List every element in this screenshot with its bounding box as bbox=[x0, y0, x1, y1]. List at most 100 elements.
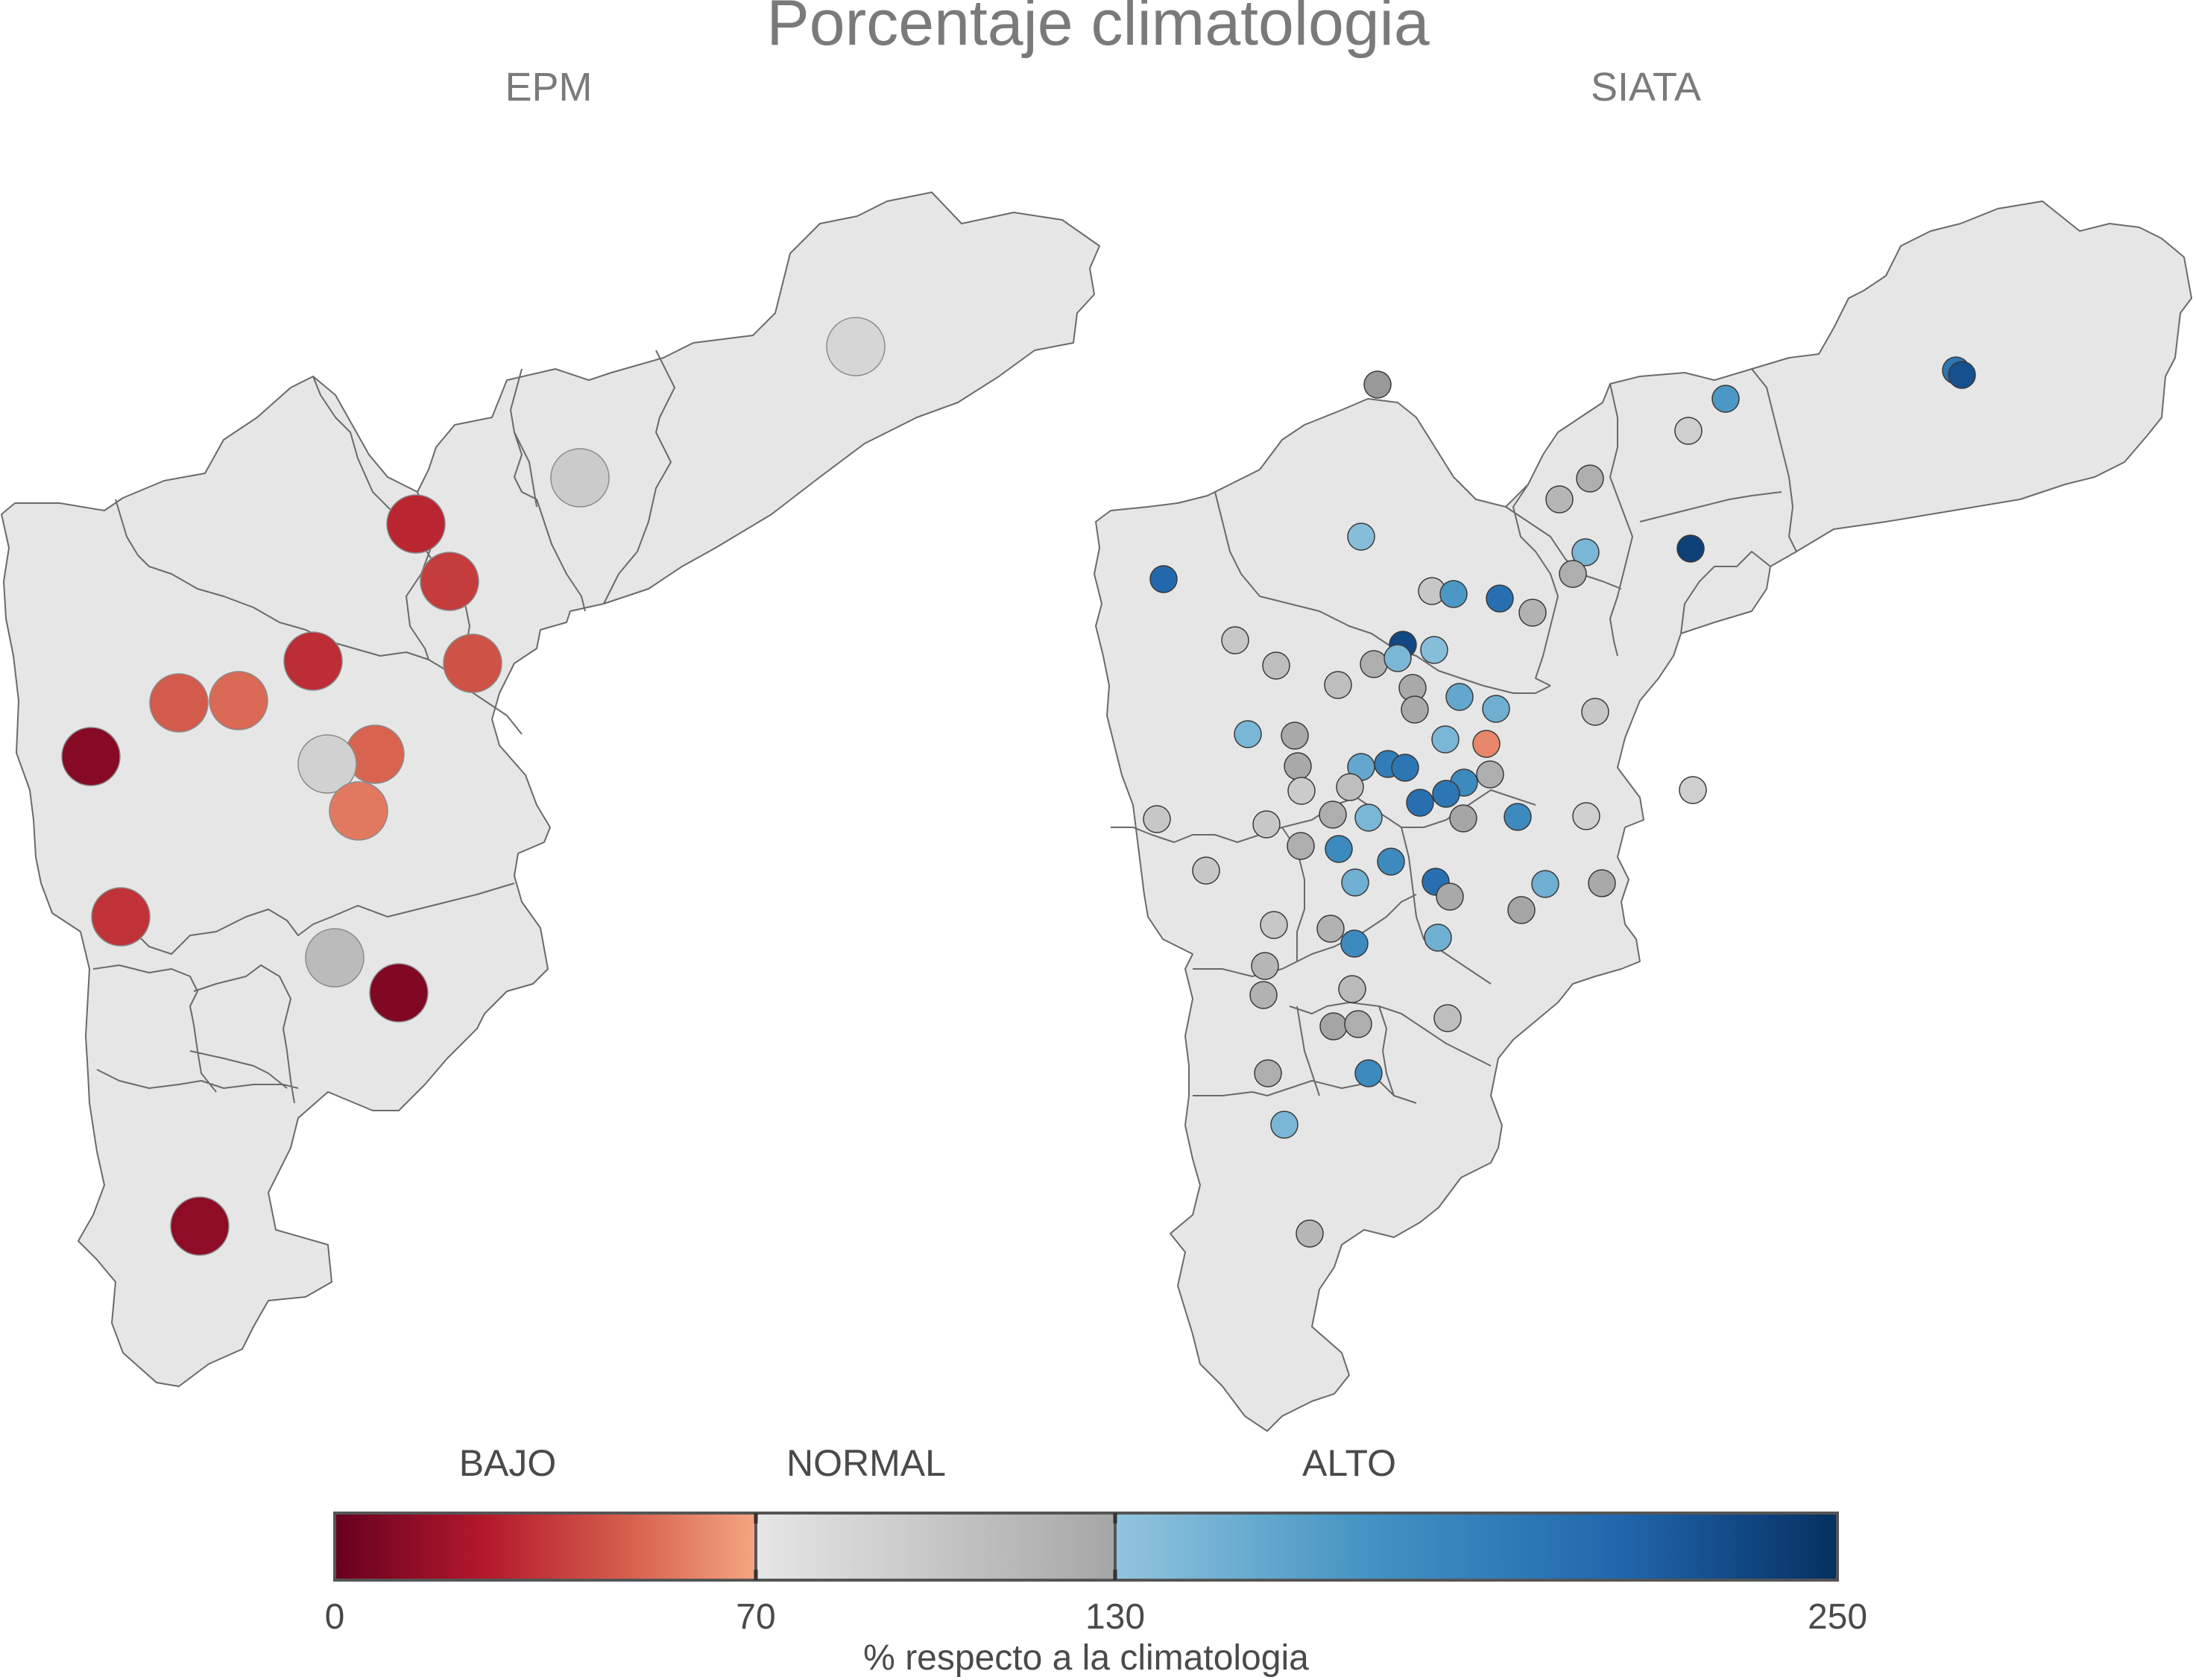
legend-category-bajo: BAJO bbox=[459, 1442, 557, 1484]
station-marker-epm bbox=[91, 887, 151, 947]
legend-category-normal: NORMAL bbox=[786, 1442, 946, 1484]
station-marker-siata bbox=[1149, 565, 1178, 593]
map-epm bbox=[1, 192, 1100, 1387]
station-marker-siata bbox=[1406, 789, 1434, 817]
station-marker-siata bbox=[1363, 370, 1392, 399]
station-marker-siata bbox=[1424, 923, 1452, 952]
station-marker-epm bbox=[149, 673, 209, 733]
station-marker-siata bbox=[1948, 361, 1976, 389]
station-marker-siata bbox=[1360, 650, 1388, 678]
station-marker-siata bbox=[1336, 773, 1364, 801]
panel-title-siata: SIATA bbox=[1591, 65, 1701, 110]
figure-title: Porcentaje climatologia bbox=[766, 0, 1429, 59]
station-marker-siata bbox=[1325, 835, 1353, 863]
station-marker-epm bbox=[305, 928, 365, 988]
colorbar-frame bbox=[333, 1512, 1839, 1582]
panel-title-epm: EPM bbox=[505, 65, 592, 110]
station-marker-siata bbox=[1340, 929, 1369, 958]
colorbar-alto bbox=[1115, 1513, 1837, 1580]
station-marker-siata bbox=[1281, 721, 1309, 750]
station-marker-siata bbox=[1588, 869, 1616, 897]
markers-siata bbox=[1143, 356, 1976, 1248]
station-marker-siata bbox=[1270, 1111, 1299, 1139]
legend-tick-250: 250 bbox=[1808, 1597, 1867, 1637]
station-marker-epm bbox=[369, 963, 429, 1023]
boundary-lines-siata bbox=[1111, 368, 1797, 1104]
station-marker-siata bbox=[1221, 626, 1249, 654]
station-marker-siata bbox=[1436, 882, 1464, 911]
station-marker-siata bbox=[1260, 911, 1288, 939]
legend-tick-70: 70 bbox=[736, 1597, 775, 1637]
station-marker-siata bbox=[1249, 981, 1278, 1009]
station-marker-siata bbox=[1439, 580, 1468, 608]
station-marker-siata bbox=[1571, 538, 1600, 566]
station-marker-siata bbox=[1431, 725, 1460, 754]
station-marker-epm bbox=[283, 631, 343, 691]
station-marker-siata bbox=[1472, 730, 1501, 758]
station-marker-epm bbox=[329, 781, 388, 841]
station-marker-siata bbox=[1344, 1010, 1372, 1038]
station-marker-siata bbox=[1383, 644, 1412, 672]
station-marker-siata bbox=[1482, 695, 1510, 723]
station-marker-siata bbox=[1432, 780, 1460, 808]
station-marker-siata bbox=[1287, 832, 1315, 860]
station-marker-epm bbox=[826, 317, 886, 376]
map-siata bbox=[1094, 200, 2192, 1432]
legend-tick-130: 130 bbox=[1085, 1597, 1145, 1637]
station-marker-siata bbox=[1711, 385, 1740, 413]
station-marker-epm bbox=[550, 448, 610, 508]
station-marker-siata bbox=[1433, 1004, 1462, 1032]
station-marker-siata bbox=[1254, 1059, 1282, 1087]
station-marker-siata bbox=[1316, 915, 1345, 943]
legend-axis-label: % respecto a la climatologia bbox=[863, 1638, 1309, 1678]
station-marker-siata bbox=[1679, 776, 1707, 804]
markers-epm bbox=[61, 317, 886, 1256]
legend: BAJO NORMAL ALTO 0 70 130 250 % respecto… bbox=[325, 1442, 1867, 1678]
station-marker-siata bbox=[1377, 847, 1405, 876]
station-marker-siata bbox=[1319, 1012, 1348, 1040]
station-marker-siata bbox=[1507, 896, 1536, 924]
station-marker-siata bbox=[1252, 810, 1281, 839]
station-marker-siata bbox=[1251, 952, 1279, 980]
station-marker-siata bbox=[1476, 760, 1504, 789]
station-marker-siata bbox=[1262, 651, 1290, 680]
station-marker-siata bbox=[1504, 803, 1532, 831]
station-marker-siata bbox=[1284, 752, 1312, 780]
station-marker-siata bbox=[1391, 754, 1419, 782]
station-marker-siata bbox=[1354, 1059, 1383, 1087]
station-marker-siata bbox=[1581, 698, 1609, 726]
colorbar-bajo bbox=[335, 1513, 756, 1580]
station-marker-siata bbox=[1545, 485, 1574, 514]
station-marker-siata bbox=[1676, 534, 1705, 563]
station-marker-siata bbox=[1518, 599, 1547, 627]
station-marker-siata bbox=[1531, 870, 1559, 898]
station-marker-siata bbox=[1324, 671, 1352, 699]
region-outline-epm bbox=[1, 192, 1100, 1387]
station-marker-siata bbox=[1420, 636, 1448, 664]
station-marker-siata bbox=[1296, 1219, 1324, 1248]
station-marker-siata bbox=[1354, 803, 1383, 832]
station-marker-siata bbox=[1143, 805, 1171, 833]
station-marker-siata bbox=[1287, 777, 1316, 805]
station-marker-siata bbox=[1338, 975, 1366, 1003]
colorbar-normal bbox=[756, 1513, 1115, 1580]
station-marker-epm bbox=[420, 552, 479, 611]
station-marker-siata bbox=[1401, 695, 1429, 724]
legend-category-alto: ALTO bbox=[1302, 1442, 1396, 1484]
station-marker-epm bbox=[61, 727, 121, 786]
station-marker-epm bbox=[209, 671, 268, 730]
legend-tick-0: 0 bbox=[325, 1597, 345, 1637]
station-marker-siata bbox=[1449, 804, 1477, 833]
station-marker-epm bbox=[297, 734, 357, 794]
region-outline-siata bbox=[1094, 200, 2192, 1432]
station-marker-siata bbox=[1445, 683, 1474, 711]
station-marker-siata bbox=[1576, 464, 1604, 493]
station-marker-siata bbox=[1559, 560, 1587, 588]
station-marker-epm bbox=[170, 1196, 230, 1256]
station-marker-siata bbox=[1572, 802, 1600, 830]
station-marker-siata bbox=[1347, 522, 1375, 551]
station-marker-siata bbox=[1192, 856, 1220, 885]
station-marker-siata bbox=[1486, 584, 1514, 613]
station-marker-siata bbox=[1674, 417, 1703, 445]
